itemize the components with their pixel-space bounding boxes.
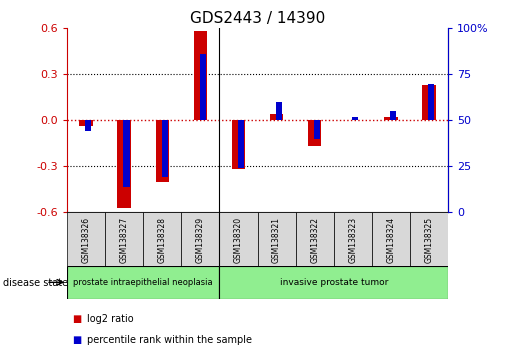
Bar [162, 120, 168, 177]
Bar [219, 212, 258, 266]
Text: prostate intraepithelial neoplasia: prostate intraepithelial neoplasia [73, 278, 213, 287]
Bar [124, 120, 130, 187]
Bar [372, 212, 410, 266]
Text: ■: ■ [72, 314, 81, 324]
Text: GSM138327: GSM138327 [119, 217, 129, 263]
Text: GSM138329: GSM138329 [196, 217, 205, 263]
Bar [276, 102, 282, 120]
Text: disease state: disease state [3, 278, 67, 288]
Text: GSM138321: GSM138321 [272, 217, 281, 263]
Text: GSM138320: GSM138320 [234, 217, 243, 263]
Bar [238, 120, 244, 168]
Bar [67, 266, 219, 299]
Text: GSM138328: GSM138328 [158, 217, 167, 263]
Text: GSM138325: GSM138325 [424, 217, 434, 263]
Bar [308, 120, 321, 147]
Text: GSM138322: GSM138322 [310, 217, 319, 263]
Bar [334, 212, 372, 266]
Bar [117, 120, 131, 208]
Bar [143, 212, 181, 266]
Bar [105, 212, 143, 266]
Text: log2 ratio: log2 ratio [87, 314, 133, 324]
Bar [67, 212, 105, 266]
Bar [410, 212, 448, 266]
Bar [219, 266, 448, 299]
Bar [352, 117, 358, 120]
Text: ■: ■ [72, 335, 81, 345]
Bar [422, 85, 436, 120]
Text: GSM138326: GSM138326 [81, 217, 91, 263]
Text: percentile rank within the sample: percentile rank within the sample [87, 335, 251, 345]
Bar [181, 212, 219, 266]
Bar [428, 84, 435, 120]
Bar [384, 117, 398, 120]
Text: invasive prostate tumor: invasive prostate tumor [280, 278, 388, 287]
Title: GDS2443 / 14390: GDS2443 / 14390 [190, 11, 325, 26]
Bar [314, 120, 320, 139]
Bar [258, 212, 296, 266]
Bar [85, 120, 92, 131]
Bar [390, 111, 397, 120]
Text: GSM138323: GSM138323 [348, 217, 357, 263]
Bar [200, 54, 206, 120]
Bar [232, 120, 245, 170]
Text: GSM138324: GSM138324 [386, 217, 396, 263]
Bar [156, 120, 169, 182]
Bar [270, 114, 283, 120]
Bar [194, 32, 207, 120]
Bar [296, 212, 334, 266]
Bar [79, 120, 93, 126]
